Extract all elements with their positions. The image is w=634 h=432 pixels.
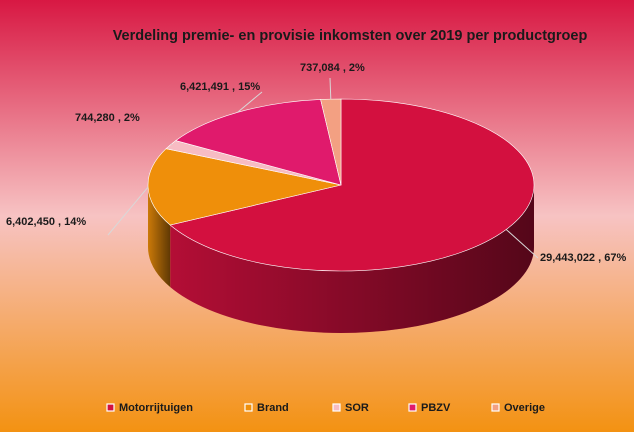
legend-marker [106, 403, 115, 412]
data-label: 6,402,450 , 14% [6, 216, 86, 228]
legend-marker [332, 403, 341, 412]
leader-line [107, 186, 149, 236]
legend-marker [408, 403, 417, 412]
data-label: 6,421,491 , 15% [180, 81, 260, 93]
legend-label: Brand [257, 402, 289, 414]
legend-label: Overige [504, 402, 545, 414]
legend-label: SOR [345, 402, 369, 414]
legend-label: PBZV [421, 402, 451, 414]
legend-marker [491, 403, 500, 412]
slice-side-shade [148, 185, 171, 287]
slice-side-shade [170, 185, 534, 333]
leader-line [170, 143, 173, 146]
data-label: 29,443,022 , 67% [540, 252, 626, 264]
legend-label: Motorrijtuigen [119, 402, 193, 414]
data-label: 737,084 , 2% [300, 62, 365, 74]
leader-line [237, 91, 263, 113]
leader-line [505, 229, 539, 259]
legend-marker [244, 403, 253, 412]
leader-line [329, 77, 332, 100]
chart-title: Verdeling premie- en provisie inkomsten … [113, 28, 588, 44]
slice [169, 98, 535, 272]
data-label: 744,280 , 2% [75, 112, 140, 124]
